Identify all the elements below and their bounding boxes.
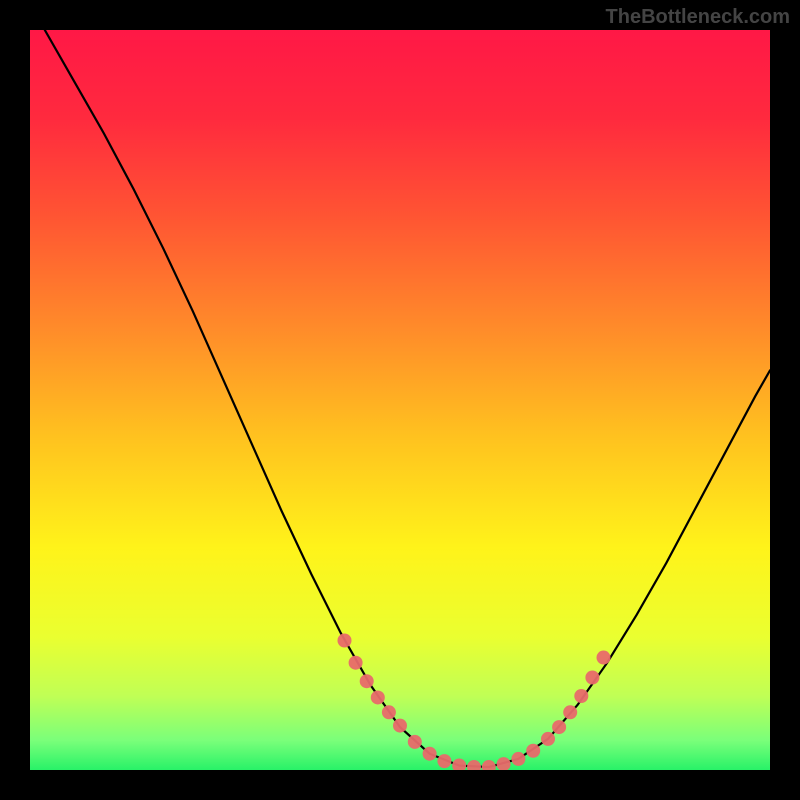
curve-marker: [382, 705, 396, 719]
curve-marker: [511, 752, 525, 766]
curve-marker: [552, 720, 566, 734]
curve-marker: [452, 759, 466, 770]
curve-marker: [574, 689, 588, 703]
chart-overlay: [30, 30, 770, 770]
curve-marker: [526, 744, 540, 758]
curve-marker: [497, 757, 511, 770]
curve-marker: [585, 671, 599, 685]
bottleneck-curve: [45, 30, 770, 767]
curve-marker: [408, 735, 422, 749]
marker-group: [338, 634, 611, 771]
curve-marker: [563, 705, 577, 719]
curve-marker: [338, 634, 352, 648]
plot-area: [30, 30, 770, 770]
curve-marker: [597, 651, 611, 665]
curve-marker: [482, 760, 496, 770]
curve-marker: [393, 719, 407, 733]
curve-marker: [360, 674, 374, 688]
curve-marker: [349, 656, 363, 670]
curve-marker: [541, 732, 555, 746]
curve-marker: [437, 754, 451, 768]
watermark-text: TheBottleneck.com: [606, 6, 790, 29]
curve-marker: [467, 760, 481, 770]
curve-marker: [423, 747, 437, 761]
curve-marker: [371, 690, 385, 704]
